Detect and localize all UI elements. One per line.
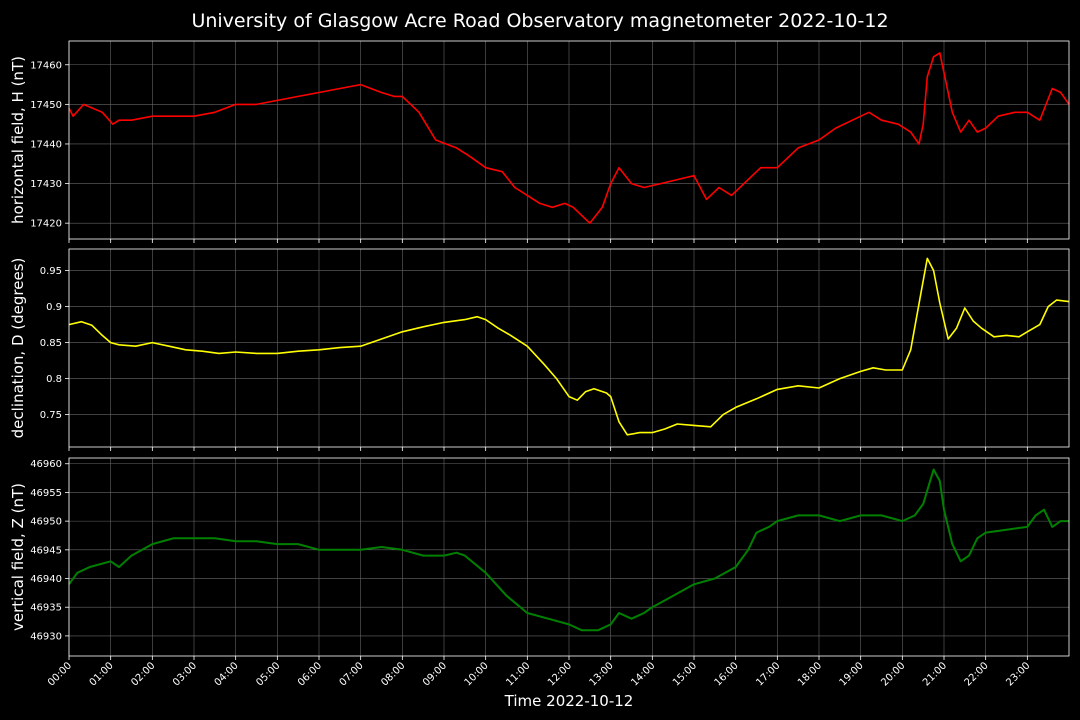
- chart-title: University of Glasgow Acre Road Observat…: [191, 10, 889, 32]
- x-tick-label: 21:00: [921, 660, 949, 688]
- h-ytick-label: 17430: [30, 179, 62, 190]
- h-series-line: [68, 52, 1070, 224]
- z-ytick-label: 46960: [30, 459, 62, 470]
- h-ylabel: horizontal field, H (nT): [9, 56, 27, 224]
- x-tick-label: 00:00: [46, 660, 74, 688]
- x-tick-label: 19:00: [838, 660, 866, 688]
- x-tick-label: 10:00: [463, 660, 491, 688]
- d-ytick-label: 0.9: [46, 302, 62, 313]
- h-ytick-label: 17460: [30, 60, 62, 71]
- x-tick-label: 22:00: [963, 660, 991, 688]
- x-tick-label: 13:00: [588, 660, 616, 688]
- z-ylabel: vertical field, Z (nT): [9, 483, 27, 631]
- x-tick-label: 20:00: [879, 660, 907, 688]
- z-ytick-label: 46940: [30, 574, 62, 585]
- d-ylabel: declination, D (degrees): [9, 258, 27, 439]
- z-series-line: [68, 468, 1069, 632]
- x-tick-label: 11:00: [504, 660, 532, 688]
- x-tick-label: 17:00: [754, 660, 782, 688]
- x-tick-label: 16:00: [713, 660, 741, 688]
- z-ytick-label: 46935: [30, 603, 62, 614]
- h-ytick-label: 17450: [30, 100, 62, 111]
- x-tick-label: 18:00: [796, 660, 824, 688]
- z-ytick-label: 46930: [30, 631, 62, 642]
- x-tick-label: 05:00: [254, 660, 282, 688]
- d-series-line: [68, 257, 1070, 436]
- x-tick-label: 06:00: [296, 660, 324, 688]
- h-ytick-label: 17420: [30, 219, 62, 230]
- x-tick-label: 04:00: [213, 660, 241, 688]
- x-tick-label: 08:00: [379, 660, 407, 688]
- d-ytick-label: 0.85: [40, 338, 62, 349]
- x-tick-label: 02:00: [129, 660, 157, 688]
- d-ytick-label: 0.8: [46, 374, 62, 385]
- h-ytick-label: 17440: [30, 139, 62, 150]
- x-tick-label: 14:00: [629, 660, 657, 688]
- x-axis-label: Time 2022-10-12: [504, 692, 634, 710]
- d-ytick-label: 0.95: [40, 266, 62, 277]
- x-tick-label: 09:00: [421, 660, 449, 688]
- x-tick-label: 12:00: [546, 660, 574, 688]
- z-ytick-label: 46955: [30, 488, 62, 499]
- x-tick-label: 07:00: [338, 660, 366, 688]
- x-tick-label: 03:00: [171, 660, 199, 688]
- x-tick-label: 23:00: [1004, 660, 1032, 688]
- x-tick-label: 15:00: [671, 660, 699, 688]
- x-tick-label: 01:00: [88, 660, 116, 688]
- z-ytick-label: 46945: [30, 545, 62, 556]
- d-ytick-label: 0.75: [40, 410, 62, 421]
- z-ytick-label: 46950: [30, 517, 62, 528]
